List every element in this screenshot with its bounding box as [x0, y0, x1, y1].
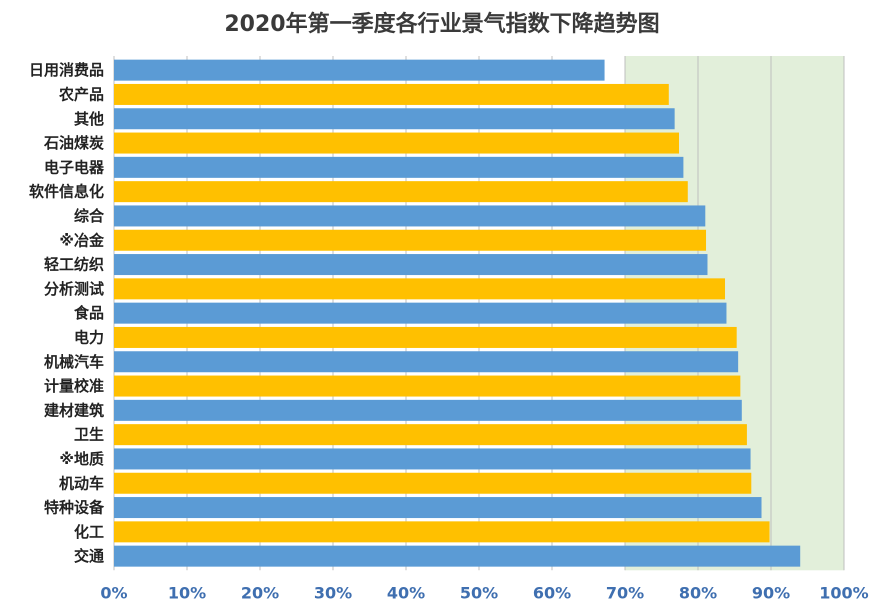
bar: [114, 59, 605, 81]
x-tick-label: 0%: [100, 583, 127, 602]
x-tick-label: 60%: [533, 583, 571, 602]
category-label: 农产品: [58, 85, 104, 103]
bar: [114, 375, 741, 397]
x-tick-label: 30%: [314, 583, 352, 602]
x-tick-label: 100%: [819, 583, 868, 602]
category-label: 石油煤炭: [43, 134, 104, 152]
category-label: 其他: [74, 110, 104, 128]
category-label: 日用消费品: [29, 61, 104, 79]
bar: [114, 205, 706, 227]
category-label: 特种设备: [44, 499, 105, 517]
x-tick-label: 50%: [460, 583, 498, 602]
bar: [114, 472, 752, 494]
chart-title: 2020年第一季度各行业景气指数下降趋势图: [224, 12, 660, 37]
bar: [114, 521, 770, 543]
category-label: 化工: [74, 523, 104, 541]
category-label: 机械汽车: [44, 353, 104, 371]
category-label: 分析测试: [44, 280, 104, 298]
bar: [114, 497, 762, 519]
x-tick-label: 10%: [168, 583, 206, 602]
bar: [114, 351, 739, 373]
category-label: 建材建筑: [44, 401, 104, 419]
bar: [114, 278, 726, 300]
x-tick-label: 80%: [679, 583, 717, 602]
x-tick-label: 40%: [387, 583, 425, 602]
bar: [114, 229, 707, 251]
category-label: 机动车: [59, 474, 104, 492]
bar: [114, 448, 751, 470]
category-label: ※冶金: [59, 231, 105, 249]
bar: [114, 156, 684, 178]
bar: [114, 181, 688, 203]
category-label: 轻工纺织: [44, 256, 104, 274]
bar: [114, 424, 747, 446]
category-label: 交通: [74, 547, 104, 565]
category-label: 综合: [74, 207, 105, 225]
bar: [114, 399, 742, 421]
category-label: 电力: [74, 328, 104, 346]
bar: [114, 302, 727, 324]
category-label: 软件信息化: [29, 183, 104, 201]
bar: [114, 132, 680, 154]
x-tick-label: 90%: [752, 583, 790, 602]
category-label: 电子电器: [44, 158, 105, 176]
category-label: 计量校准: [44, 377, 104, 395]
category-label: ※地质: [59, 450, 104, 468]
category-label: 卫生: [74, 426, 104, 444]
category-label: 食品: [74, 304, 104, 322]
bar: [114, 108, 675, 130]
x-tick-label: 20%: [241, 583, 279, 602]
bar: [114, 83, 669, 105]
bar: [114, 326, 737, 348]
bar: [114, 254, 708, 276]
bar: [114, 545, 801, 567]
x-tick-label: 70%: [606, 583, 644, 602]
